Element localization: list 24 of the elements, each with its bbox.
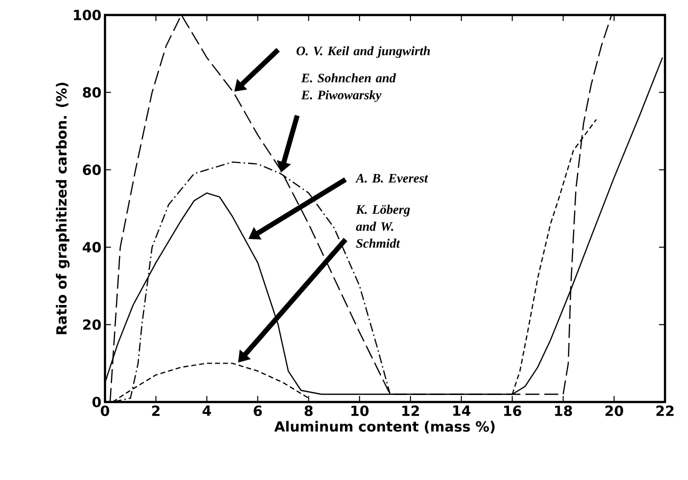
y-tick-label: 100 bbox=[74, 10, 101, 20]
annotation: A. B. Everest bbox=[355, 174, 428, 183]
x-tick-label: 20 bbox=[606, 406, 624, 416]
x-tick-label: 4 bbox=[202, 406, 212, 416]
x-tick-label: 14 bbox=[453, 406, 470, 416]
x-tick-label: 18 bbox=[555, 406, 572, 416]
y-axis-title: Ratio of graphitized carbon. (%) bbox=[56, 82, 70, 334]
x-tick-label: 8 bbox=[304, 406, 313, 416]
x-tick-label: 22 bbox=[656, 406, 674, 416]
y-tick-label: 20 bbox=[83, 319, 101, 330]
y-tick-label: 40 bbox=[82, 242, 101, 252]
y-tick-label: 80 bbox=[82, 87, 101, 98]
x-tick-label: 2 bbox=[152, 406, 160, 416]
annotation: O. V. Keil and jungwirth bbox=[296, 46, 430, 58]
x-tick-label: 6 bbox=[254, 406, 262, 416]
annotation: K. Löberg and W. Schmidt bbox=[356, 204, 410, 248]
annotation: E. Sohnchen and E. Piwowarsky bbox=[301, 73, 396, 102]
x-tick-label: 12 bbox=[402, 406, 419, 416]
y-tick-label: 0 bbox=[92, 396, 101, 408]
y-tick-label: 60 bbox=[82, 164, 101, 176]
x-tick-label: 16 bbox=[504, 406, 522, 416]
x-axis-title: Aluminum content (mass %) bbox=[274, 420, 495, 434]
x-tick-label: 10 bbox=[351, 406, 369, 416]
x-tick-label: 0 bbox=[100, 406, 110, 416]
